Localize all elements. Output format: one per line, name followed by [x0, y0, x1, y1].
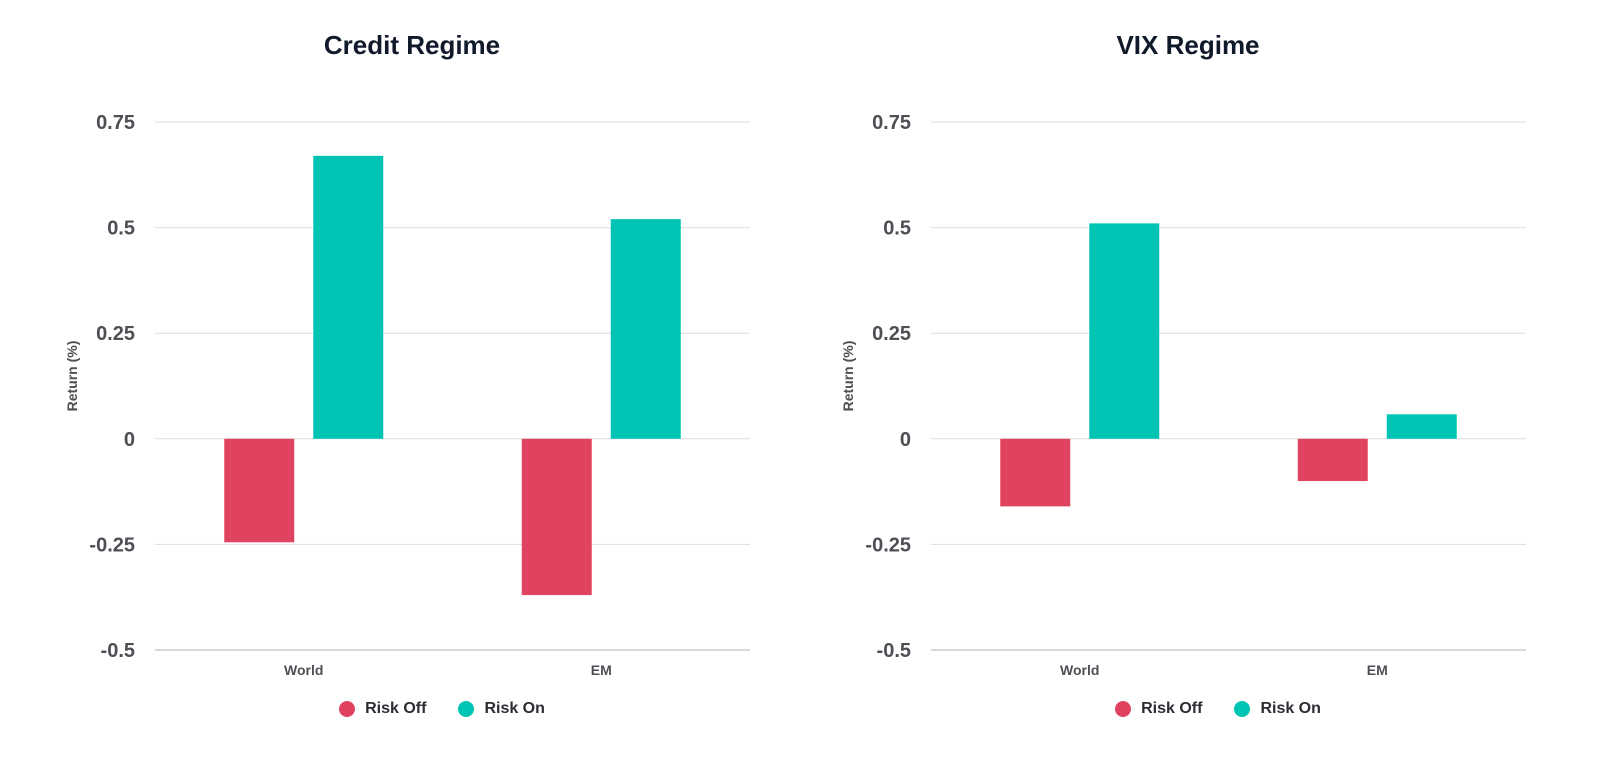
- legend-item-risk-on[interactable]: Risk On: [458, 700, 545, 718]
- bar-risk-on-em: [610, 219, 681, 439]
- x-tick-label: EM: [1367, 662, 1388, 678]
- credit-regime-plot: 0.75 0.5 0.25 0 -0.25 -0.5 Return (%) World EM: [64, 112, 750, 678]
- y-axis-label: Return (%): [840, 341, 856, 412]
- bar-risk-off-em: [1297, 438, 1368, 482]
- chart-title: Credit Regime: [323, 30, 501, 60]
- legend: Risk Off Risk On: [22, 700, 802, 718]
- risk-on-swatch-icon: [458, 701, 475, 717]
- y-tick-label: 0.5: [883, 218, 911, 240]
- risk-on-swatch-icon: [1234, 701, 1251, 717]
- risk-off-swatch-icon: [1115, 701, 1132, 717]
- bar-risk-off-world: [1000, 438, 1071, 507]
- legend-label: Risk On: [484, 700, 545, 717]
- bar-risk-on-em: [1386, 414, 1457, 439]
- x-tick-label: World: [1060, 662, 1099, 678]
- y-tick-label: -0.25: [89, 534, 135, 556]
- y-tick-label: 0.25: [872, 323, 911, 345]
- y-tick-label: 0: [900, 429, 911, 451]
- y-tick-label: 0: [124, 429, 135, 451]
- bar-risk-on-world: [1089, 223, 1160, 439]
- y-tick-label: -0.5: [877, 640, 911, 662]
- y-tick-label: 0.25: [96, 323, 135, 345]
- y-axis-label: Return (%): [64, 341, 80, 412]
- legend-item-risk-off[interactable]: Risk Off: [339, 700, 426, 718]
- legend-item-risk-off[interactable]: Risk Off: [1115, 700, 1202, 718]
- legend-item-risk-on[interactable]: Risk On: [1234, 700, 1321, 718]
- chart-title: VIX Regime: [1116, 30, 1260, 60]
- y-tick-label: 0.5: [107, 218, 135, 240]
- y-tick-label: 0.75: [872, 112, 911, 134]
- y-tick-label: 0.75: [96, 112, 135, 134]
- bar-risk-on-world: [313, 155, 384, 439]
- legend: Risk Off Risk On: [798, 700, 1578, 718]
- y-tick-label: -0.25: [865, 534, 911, 556]
- bar-risk-off-world: [224, 438, 295, 543]
- x-tick-label: World: [284, 662, 323, 678]
- legend-label: Risk Off: [1141, 700, 1203, 717]
- credit-regime-chart: Credit Regime 0.75 0.5 0.25 0 -0.25 -0.5 Retur…: [22, 0, 802, 775]
- bar-risk-off-em: [521, 438, 592, 596]
- x-tick-label: EM: [591, 662, 612, 678]
- y-tick-label: -0.5: [101, 640, 135, 662]
- legend-label: Risk On: [1260, 700, 1321, 717]
- legend-label: Risk Off: [365, 700, 427, 717]
- vix-regime-plot: 0.75 0.5 0.25 0 -0.25 -0.5 Return (%) World EM: [840, 112, 1526, 678]
- risk-off-swatch-icon: [339, 701, 356, 717]
- vix-regime-chart: VIX Regime 0.75 0.5 0.25 0 -0.25 -0.5 Return (…: [798, 0, 1578, 775]
